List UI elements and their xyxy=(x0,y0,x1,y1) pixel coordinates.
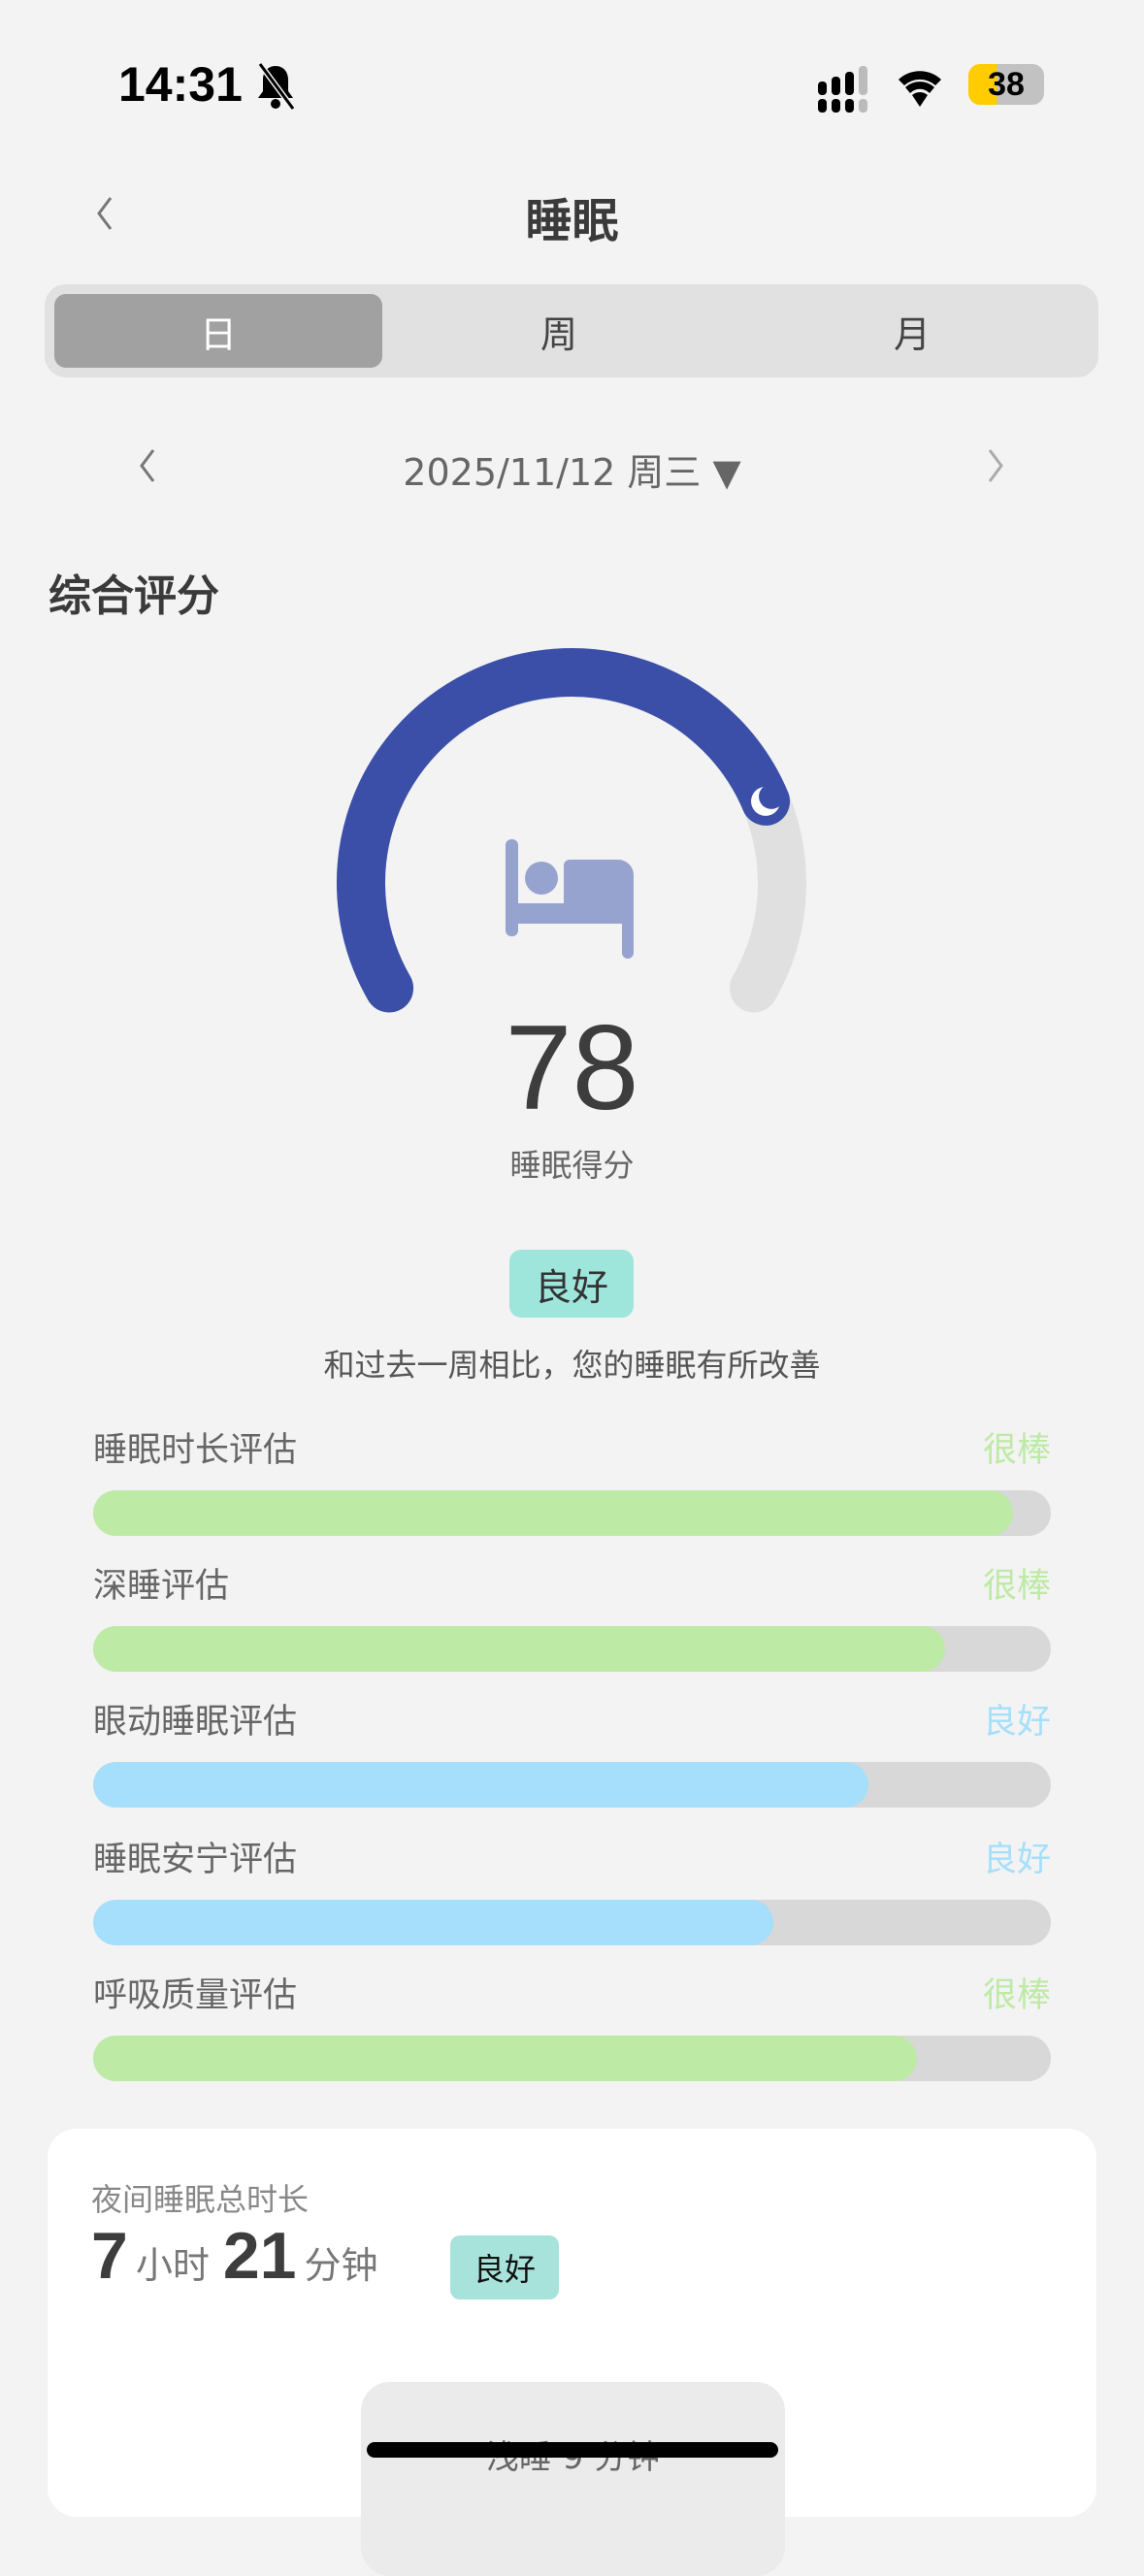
tab-week[interactable]: 周 xyxy=(539,312,577,356)
assessment-rating: 良好 xyxy=(982,1703,1051,1742)
duration-rating-badge: 良好 xyxy=(450,2235,559,2299)
sleep-duration: 7 小时 21 分钟 xyxy=(91,2218,392,2294)
assessment-bar-fill xyxy=(93,1900,773,1945)
light-sleep-tile[interactable]: 浅睡 9 分钟 xyxy=(361,2382,785,2576)
assessment-bar xyxy=(93,1490,1051,1536)
home-indicator[interactable] xyxy=(367,2442,778,2458)
moon-icon xyxy=(744,779,788,823)
battery-icon: 38 xyxy=(968,64,1044,105)
assessment-label: 深睡评估 xyxy=(93,1567,230,1606)
assessment-rating: 良好 xyxy=(982,1841,1051,1879)
signal-icon xyxy=(818,66,867,113)
assessment-label: 眼动睡眠评估 xyxy=(93,1703,298,1742)
score-gauge xyxy=(337,648,806,1013)
card-title: 夜间睡眠总时长 xyxy=(91,2181,310,2218)
assessment-bar xyxy=(93,2036,1051,2081)
minutes-value: 21 xyxy=(222,2219,297,2293)
assessment-bar-fill xyxy=(93,2036,917,2081)
overall-score-heading: 综合评分 xyxy=(49,571,219,621)
assessment-bar xyxy=(93,1626,1051,1672)
period-tabs: 日 周 月 xyxy=(45,284,1098,377)
assessment-label: 呼吸质量评估 xyxy=(93,1976,298,2015)
assessment-rating: 很棒 xyxy=(982,1431,1051,1470)
tab-month[interactable]: 月 xyxy=(893,312,931,356)
bed-icon xyxy=(506,839,634,959)
assessment-label: 睡眠安宁评估 xyxy=(93,1841,298,1879)
page-title: 睡眠 xyxy=(525,194,619,248)
prev-date-button[interactable] xyxy=(132,446,161,485)
assessment-bar-fill xyxy=(93,1626,946,1672)
rating-badge: 良好 xyxy=(509,1250,634,1318)
wifi-icon xyxy=(899,71,941,107)
status-time: 14:31 xyxy=(118,57,243,112)
assessment-bar-fill xyxy=(93,1490,1013,1536)
score-label: 睡眠得分 xyxy=(509,1147,635,1184)
assessment-label: 睡眠时长评估 xyxy=(93,1431,298,1470)
date-picker[interactable]: 2025/11/12 周三 ▼ xyxy=(403,451,741,494)
hours-value: 7 xyxy=(91,2219,128,2293)
assessment-rating: 很棒 xyxy=(982,1976,1051,2015)
tab-day[interactable]: 日 xyxy=(54,294,382,368)
back-button[interactable] xyxy=(89,194,118,233)
assessment-rating: 很棒 xyxy=(982,1567,1051,1606)
night-sleep-card: 夜间睡眠总时长 7 小时 21 分钟 良好 浅睡 9 分钟 xyxy=(48,2129,1096,2576)
gauge-progress xyxy=(337,648,791,1013)
assessment-bar-fill xyxy=(93,1762,869,1808)
comparison-text: 和过去一周相比，您的睡眠有所改善 xyxy=(323,1347,821,1384)
bell-slash-icon xyxy=(257,62,296,111)
sleep-score: 78 xyxy=(505,1001,639,1135)
hours-unit: 小时 xyxy=(135,2244,210,2287)
assessment-bar xyxy=(93,1762,1051,1808)
next-date-button[interactable] xyxy=(982,446,1011,485)
assessment-bar xyxy=(93,1900,1051,1945)
minutes-unit: 分钟 xyxy=(304,2244,378,2287)
